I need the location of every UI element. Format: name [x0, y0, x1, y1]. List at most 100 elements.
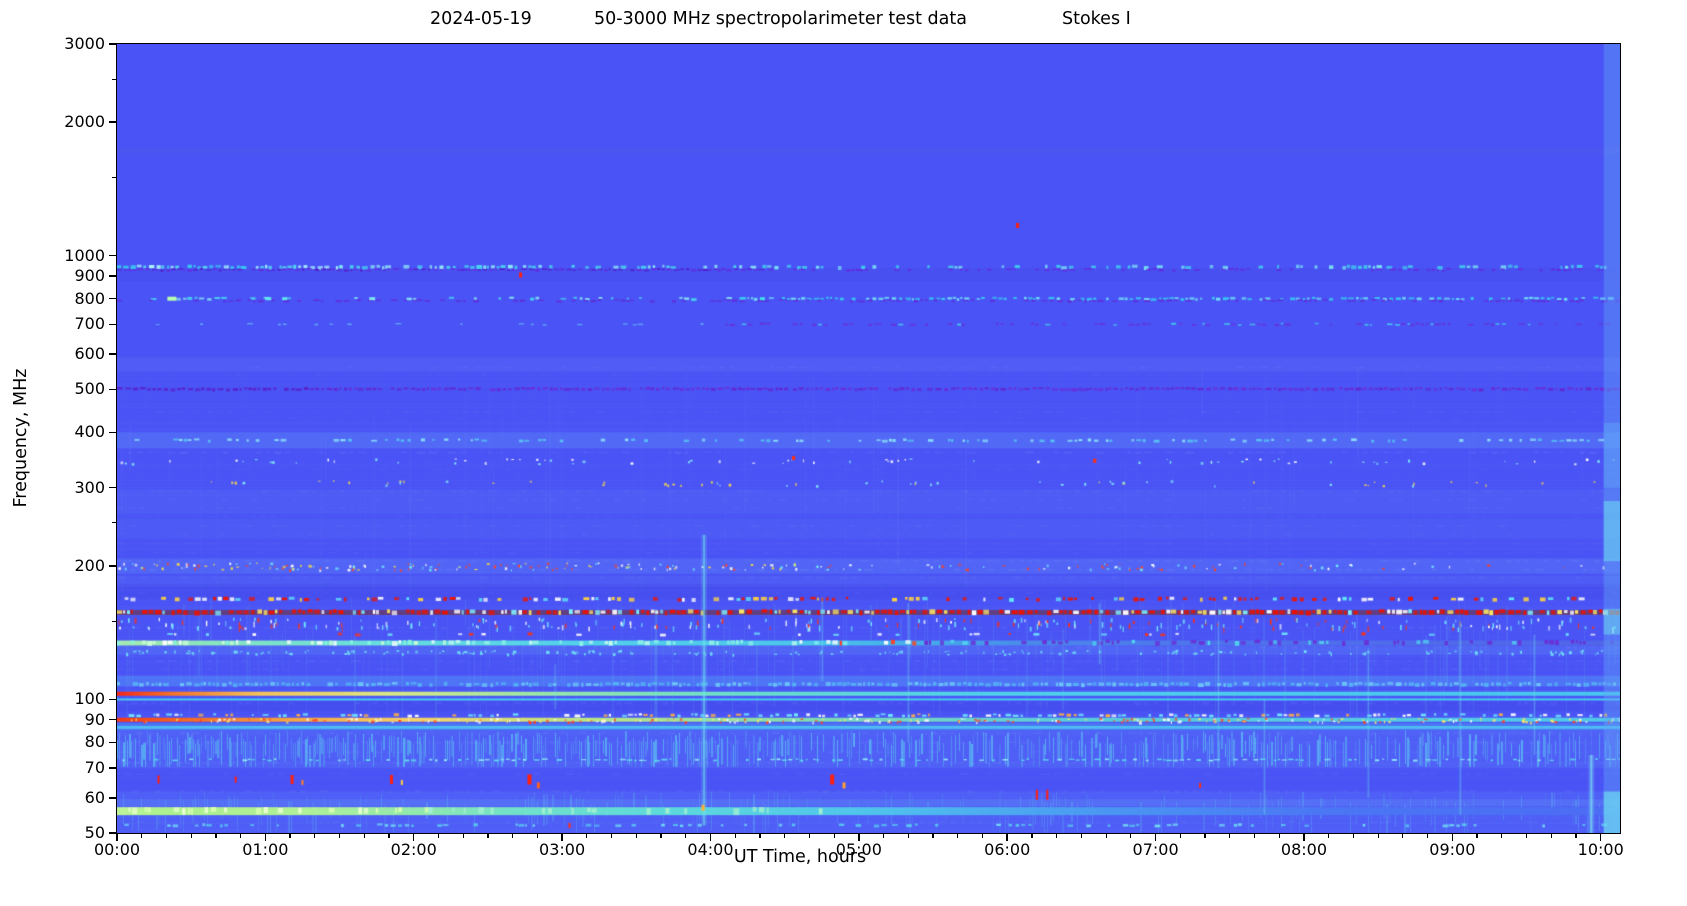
y-tick-label: 500 — [74, 379, 105, 399]
y-major-tick — [109, 486, 117, 489]
x-minor-tick — [1402, 833, 1404, 838]
x-minor-tick — [165, 833, 168, 838]
x-tick-label: 08:00 — [1280, 840, 1328, 859]
x-tick-label: 05:00 — [835, 840, 882, 859]
x-minor-tick — [784, 833, 786, 838]
x-tick-label: 00:00 — [93, 840, 141, 859]
x-major-tick — [1006, 833, 1008, 841]
x-minor-tick — [1278, 833, 1280, 838]
x-minor-tick — [1328, 833, 1330, 838]
x-major-tick — [116, 833, 118, 841]
y-major-tick — [109, 323, 117, 326]
x-minor-tick — [388, 833, 390, 838]
x-minor-tick — [734, 833, 736, 838]
spectrogram-canvas — [117, 44, 1620, 833]
x-minor-tick — [363, 833, 365, 838]
y-major-tick — [109, 698, 117, 701]
y-tick-label: 200 — [74, 555, 105, 575]
y-tick-label: 70 — [84, 758, 105, 778]
x-minor-tick — [1476, 833, 1478, 838]
x-minor-tick — [882, 833, 885, 838]
y-minor-tick — [112, 620, 117, 622]
y-tick-label: 90 — [84, 709, 105, 729]
x-minor-tick — [314, 833, 316, 838]
y-tick-label: 60 — [84, 787, 105, 807]
y-major-tick — [109, 431, 117, 434]
x-minor-tick — [215, 833, 217, 838]
y-major-tick — [109, 254, 117, 257]
y-major-tick — [109, 43, 117, 45]
y-tick-label: 900 — [74, 266, 105, 285]
y-major-tick — [109, 121, 117, 123]
x-major-tick — [264, 833, 267, 841]
y-major-tick — [109, 718, 117, 721]
x-major-tick — [1599, 833, 1602, 841]
y-minor-tick — [112, 176, 117, 179]
x-minor-tick — [685, 833, 687, 838]
x-minor-tick — [1377, 833, 1379, 838]
y-tick-label: 50 — [84, 823, 105, 842]
y-major-tick — [109, 767, 117, 769]
x-minor-tick — [1179, 833, 1181, 838]
x-minor-tick — [759, 833, 761, 838]
x-minor-tick — [808, 833, 810, 838]
x-minor-tick — [1105, 833, 1107, 838]
y-minor-tick — [112, 522, 117, 524]
x-minor-tick — [957, 833, 959, 838]
y-tick-label: 400 — [74, 422, 105, 442]
y-tick-label: 700 — [74, 314, 105, 334]
x-minor-tick — [1501, 833, 1503, 838]
x-tick-label: 04:00 — [687, 840, 734, 859]
x-minor-tick — [1229, 833, 1231, 838]
x-minor-tick — [338, 833, 341, 838]
x-minor-tick — [1204, 833, 1206, 838]
y-major-tick — [109, 388, 117, 391]
x-tick-label: 06:00 — [984, 840, 1031, 859]
y-minor-tick — [112, 78, 117, 80]
x-major-tick — [709, 833, 712, 841]
x-major-tick — [561, 833, 563, 841]
y-major-tick — [109, 353, 117, 355]
x-minor-tick — [586, 833, 588, 838]
y-tick-label: 3000 — [64, 34, 105, 53]
x-major-tick — [1154, 833, 1157, 841]
x-minor-tick — [932, 833, 934, 838]
x-minor-tick — [141, 833, 143, 838]
x-minor-tick — [1253, 833, 1256, 838]
x-minor-tick — [1031, 833, 1033, 838]
y-major-tick — [109, 741, 117, 744]
x-minor-tick — [635, 833, 637, 838]
x-tick-label: 03:00 — [539, 840, 586, 859]
x-minor-tick — [1525, 833, 1528, 838]
y-axis-label: Frequency, MHz — [11, 368, 31, 508]
x-tick-label: 10:00 — [1577, 840, 1624, 859]
x-tick-label: 02:00 — [390, 840, 437, 859]
y-major-tick — [109, 297, 117, 300]
x-minor-tick — [462, 833, 464, 838]
x-minor-tick — [437, 833, 440, 838]
y-tick-label: 100 — [74, 689, 105, 709]
x-tick-label: 07:00 — [1132, 840, 1179, 859]
x-minor-tick — [487, 833, 489, 838]
x-minor-tick — [1352, 833, 1354, 838]
y-tick-label: 300 — [74, 477, 105, 497]
y-major-tick — [109, 565, 117, 567]
x-minor-tick — [1080, 833, 1082, 838]
x-minor-tick — [660, 833, 662, 838]
title-stokes: Stokes I — [1062, 9, 1131, 29]
x-tick-label: 01:00 — [242, 840, 289, 859]
x-minor-tick — [1056, 833, 1058, 838]
x-tick-label: 09:00 — [1429, 840, 1476, 859]
y-major-tick — [109, 275, 117, 277]
x-minor-tick — [512, 833, 514, 838]
x-minor-tick — [610, 833, 613, 838]
x-minor-tick — [190, 833, 192, 838]
x-major-tick — [1451, 833, 1454, 841]
x-minor-tick — [833, 833, 835, 838]
x-major-tick — [858, 833, 860, 841]
x-minor-tick — [1427, 833, 1429, 838]
y-tick-label: 1000 — [64, 245, 105, 265]
x-major-tick — [1303, 833, 1305, 841]
y-tick-label: 600 — [74, 344, 105, 364]
